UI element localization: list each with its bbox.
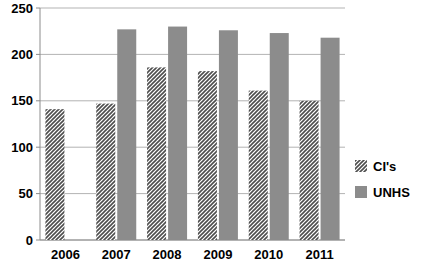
bar [219,30,238,240]
legend-swatch [355,160,367,172]
grid-line [40,240,345,241]
bar [198,71,217,240]
bar [117,29,136,240]
y-tick-label: 200 [11,47,33,62]
x-tick-label: 2010 [254,247,283,262]
bars [45,27,339,240]
x-axis [40,240,345,241]
y-tick [36,8,40,9]
x-tick-label: 2007 [102,247,131,262]
y-tick [36,240,40,241]
bar [270,33,289,240]
y-tick [36,147,40,148]
y-tick-label: 0 [26,233,33,248]
chart: 0 50 100 150 200 250 2006 2007 2008 2009 2010 2011 C… [0,0,448,268]
x-tick-label: 2008 [153,247,182,262]
y-tick-label: 100 [11,140,33,155]
y-tick-label: 150 [11,93,33,108]
x-tick-label: 2006 [51,247,80,262]
y-tick-label: 50 [19,186,33,201]
y-tick [36,193,40,194]
bar [96,104,115,240]
grid-line [40,100,345,101]
bar [300,101,319,240]
bar [45,109,64,240]
bar [147,67,166,240]
grid-line [40,193,345,194]
y-axis [40,8,41,240]
y-tick [36,100,40,101]
y-tick [36,54,40,55]
legend-swatch [355,186,367,198]
x-tick-label: 2011 [305,247,333,262]
bar [249,91,268,240]
grid-line [40,54,345,55]
bar [321,38,340,240]
bar [168,27,187,240]
x-tick-label: 2009 [203,247,232,262]
grid-line [40,8,345,9]
legend-label: UNHS [373,185,410,200]
grid-line [40,147,345,148]
y-tick-label: 250 [11,1,33,16]
legend-label: CI's [373,159,396,174]
